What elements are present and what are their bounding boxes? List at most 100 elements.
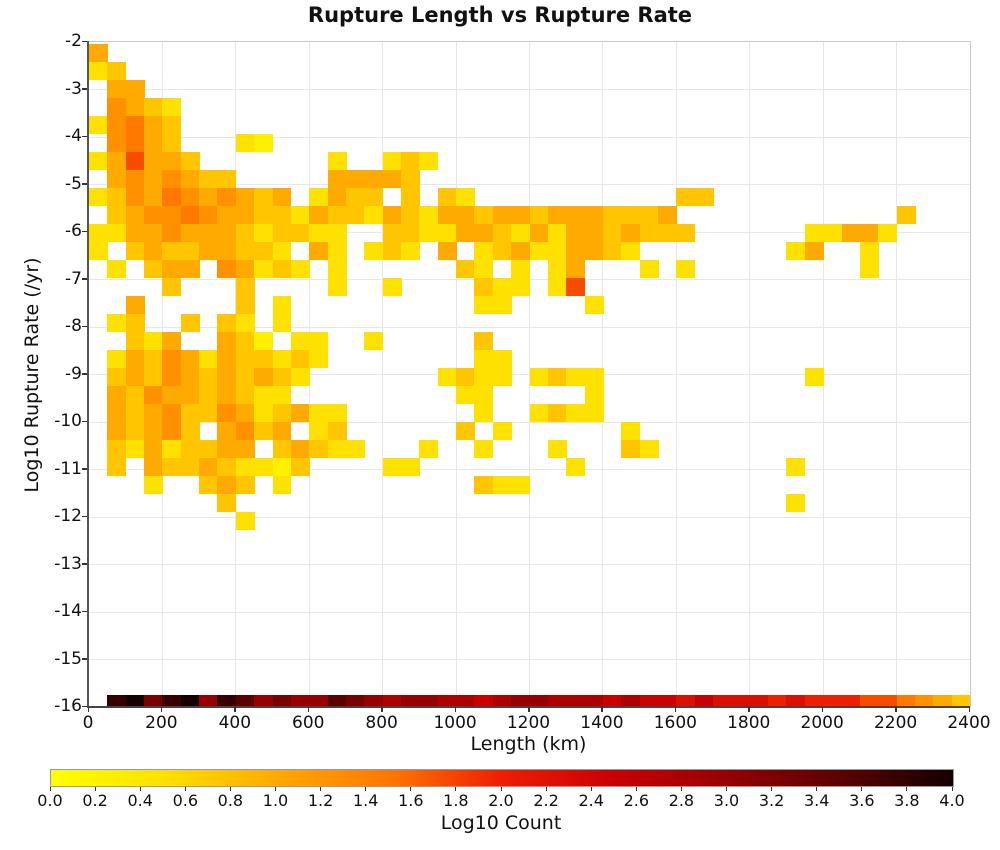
- gridline-horizontal: [89, 89, 970, 90]
- heatmap-cell: [566, 223, 586, 242]
- heatmap-cell: [89, 241, 108, 260]
- colorbar-tick-label: 1.8: [443, 791, 469, 810]
- heatmap-cell: [144, 331, 164, 350]
- heatmap-cell: [474, 277, 494, 296]
- heatmap-cell: [144, 223, 164, 242]
- heatmap-cell: [217, 457, 237, 476]
- heatmap-cell-bottom-row: [290, 695, 310, 707]
- heatmap-cell-bottom-row: [419, 695, 439, 707]
- heatmap-cell: [584, 241, 604, 260]
- heatmap-cell: [566, 259, 586, 278]
- heatmap-cell-bottom-row: [254, 695, 274, 707]
- x-tick-label: 200: [145, 713, 178, 733]
- heatmap-cell: [162, 403, 182, 422]
- heatmap-cell-bottom-row: [749, 695, 769, 707]
- heatmap-cell: [217, 313, 237, 332]
- colorbar-tick-label: 0.6: [172, 791, 199, 810]
- heatmap-cell: [144, 187, 164, 206]
- heatmap-cell: [401, 205, 420, 224]
- heatmap-cell: [180, 367, 200, 386]
- heatmap-cell: [254, 457, 274, 476]
- heatmap-cell-bottom-row: [914, 695, 934, 707]
- heatmap-cell: [529, 241, 549, 260]
- heatmap-cell: [199, 169, 219, 188]
- heatmap-cell: [621, 205, 641, 224]
- heatmap-cell: [511, 205, 531, 224]
- heatmap-cell: [290, 403, 310, 422]
- heatmap-cell: [125, 421, 145, 440]
- heatmap-cell: [566, 205, 586, 224]
- colorbar-tick: [139, 787, 141, 791]
- heatmap-cell: [584, 385, 604, 404]
- heatmap-cell: [107, 385, 127, 404]
- heatmap-cell: [180, 439, 200, 458]
- heatmap-cell: [419, 205, 439, 224]
- y-tick-label: -14: [54, 601, 82, 621]
- heatmap-cell: [419, 151, 439, 170]
- colorbar-tick-label: 2.4: [578, 791, 604, 810]
- y-axis-tick: [82, 40, 87, 42]
- heatmap-cell: [309, 187, 329, 206]
- heatmap-cell-bottom-row: [180, 695, 200, 707]
- heatmap-cell: [162, 457, 182, 476]
- heatmap-cell: [492, 475, 512, 494]
- heatmap-cell: [235, 313, 255, 332]
- heatmap-cell: [180, 313, 200, 332]
- heatmap-cell: [492, 277, 512, 296]
- heatmap-cell: [327, 421, 347, 440]
- heatmap-cell: [823, 223, 843, 242]
- x-axis-tick: [601, 707, 603, 712]
- heatmap-cell: [254, 403, 274, 422]
- heatmap-cell: [327, 241, 347, 260]
- heatmap-cell: [125, 97, 145, 116]
- heatmap-cell: [144, 241, 164, 260]
- x-axis-tick: [674, 707, 677, 712]
- heatmap-cell: [474, 295, 494, 314]
- heatmap-cell: [309, 439, 329, 458]
- colorbar-tick: [455, 787, 457, 791]
- gridline-horizontal: [89, 469, 970, 470]
- heatmap-cell: [382, 151, 402, 170]
- heatmap-cell: [547, 259, 567, 278]
- heatmap-cell: [382, 205, 402, 224]
- x-axis-tick: [528, 707, 530, 712]
- heatmap-cell: [584, 367, 604, 386]
- heatmap-cell: [144, 403, 164, 422]
- heatmap-cell: [272, 349, 292, 368]
- colorbar-tick-label: 0.0: [37, 791, 63, 810]
- y-tick-label: -11: [54, 458, 82, 479]
- heatmap-cell: [529, 223, 549, 242]
- heatmap-cell-bottom-row: [529, 695, 549, 707]
- colorbar-tick-label: 1.4: [352, 791, 379, 810]
- heatmap-cell: [419, 439, 439, 458]
- heatmap-cell: [309, 403, 329, 422]
- heatmap-cell: [217, 187, 237, 206]
- heatmap-cell: [382, 241, 402, 260]
- chart-title: Rupture Length vs Rupture Rate: [307, 3, 693, 27]
- y-tick-label: -3: [65, 78, 82, 99]
- heatmap-cell: [144, 439, 164, 458]
- heatmap-cell: [217, 493, 237, 512]
- heatmap-cell: [529, 205, 549, 224]
- heatmap-cell: [254, 187, 274, 206]
- heatmap-cell: [309, 223, 329, 242]
- heatmap-cell: [511, 223, 531, 242]
- heatmap-cell: [511, 241, 531, 260]
- colorbar-tick: [635, 787, 637, 791]
- heatmap-cell: [657, 205, 677, 224]
- heatmap-cell: [162, 385, 182, 404]
- y-tick-label: -7: [65, 268, 82, 289]
- heatmap-cell: [859, 223, 879, 242]
- x-tick-label: 1200: [506, 713, 551, 733]
- heatmap-cell-bottom-row: [511, 695, 531, 707]
- heatmap-cell: [401, 169, 420, 188]
- heatmap-cell: [107, 421, 127, 440]
- gridline-horizontal: [89, 421, 970, 423]
- heatmap-cell: [602, 241, 622, 260]
- heatmap-cell: [199, 439, 219, 458]
- heatmap-cell-bottom-row: [731, 695, 751, 707]
- y-axis-tick: [82, 515, 87, 517]
- heatmap-cell: [309, 421, 329, 440]
- heatmap-cell-bottom-row: [456, 695, 476, 707]
- x-tick-label: 2000: [800, 713, 844, 733]
